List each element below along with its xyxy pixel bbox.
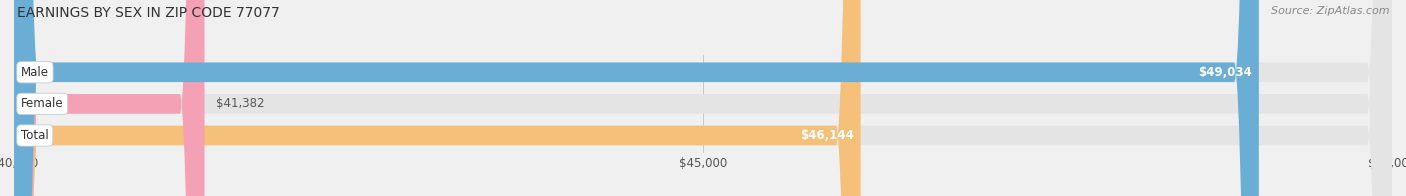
Text: $41,382: $41,382 (215, 97, 264, 110)
FancyBboxPatch shape (14, 0, 1392, 196)
Text: Female: Female (21, 97, 63, 110)
Text: $49,034: $49,034 (1198, 66, 1251, 79)
Text: Source: ZipAtlas.com: Source: ZipAtlas.com (1271, 6, 1389, 16)
Text: Male: Male (21, 66, 49, 79)
FancyBboxPatch shape (14, 0, 1392, 196)
FancyBboxPatch shape (14, 0, 204, 196)
Text: Total: Total (21, 129, 49, 142)
Text: $46,144: $46,144 (800, 129, 853, 142)
FancyBboxPatch shape (14, 0, 1392, 196)
FancyBboxPatch shape (14, 0, 1258, 196)
Text: EARNINGS BY SEX IN ZIP CODE 77077: EARNINGS BY SEX IN ZIP CODE 77077 (17, 6, 280, 20)
FancyBboxPatch shape (14, 0, 860, 196)
